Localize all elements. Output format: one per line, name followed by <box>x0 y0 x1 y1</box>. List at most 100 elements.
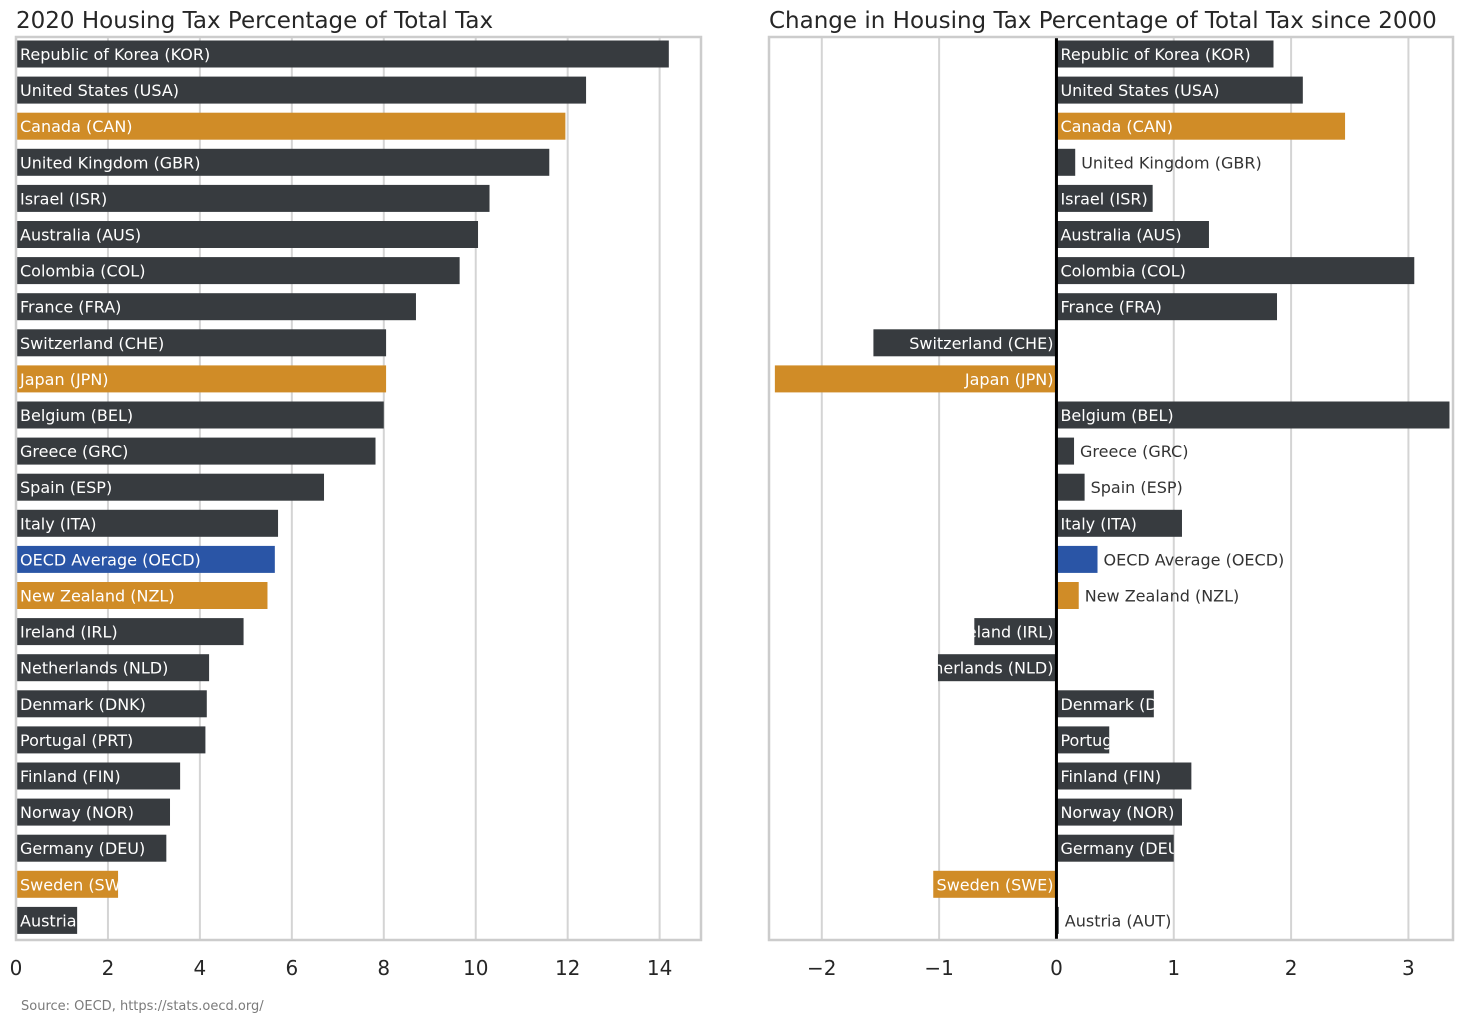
bar-label: Spain (ESP) <box>1091 478 1183 497</box>
bar-australia-aus <box>1056 221 1209 248</box>
bar-label: Switzerland (CHE) <box>20 334 164 353</box>
chart-title-housing-tax-change: Change in Housing Tax Percentage of Tota… <box>769 8 1437 34</box>
bar-label: New Zealand (NZL) <box>20 587 175 606</box>
bar-label: Norway (NOR) <box>1060 803 1174 822</box>
bar-australia-aus <box>16 221 479 248</box>
bar-label: Finland (FIN) <box>1060 767 1161 786</box>
bar-label: Canada (CAN) <box>1060 117 1173 136</box>
bar-label: Norway (NOR) <box>20 803 134 822</box>
bar-label: Finland (FIN) <box>20 767 121 786</box>
bar-label: Netherlands (NLD) <box>905 659 1053 678</box>
x-tick-label: 2 <box>102 956 115 980</box>
bar-italy-ita <box>16 509 279 537</box>
x-tick-label: 1 <box>1167 956 1180 980</box>
bar-label: Portugal (PRT) <box>1060 731 1173 750</box>
x-tick-label: 10 <box>463 956 488 980</box>
x-tick-label: −1 <box>924 956 953 980</box>
bar-label: Canada (CAN) <box>20 117 133 136</box>
bar-united-states-usa <box>1056 76 1303 104</box>
bar-sweden-swe <box>16 870 119 898</box>
bar-switzerland-che <box>873 329 1057 357</box>
bar-france-fra <box>16 293 416 321</box>
bar-norway-nor <box>1056 798 1182 826</box>
bar-label: Japan (JPN) <box>964 370 1054 389</box>
bar-austria-aut <box>16 906 78 934</box>
plot-frame <box>14 35 703 942</box>
x-tick-label: 12 <box>555 956 580 980</box>
x-tick-label: 6 <box>285 956 298 980</box>
bar-republic-of-korea-kor <box>16 40 669 68</box>
bar-israel-isr <box>1056 184 1153 212</box>
bar-label: Republic of Korea (KOR) <box>20 45 210 64</box>
bar-label: United States (USA) <box>1060 81 1219 100</box>
bar-label: France (FRA) <box>20 298 121 317</box>
bar-oecd-average-oecd <box>1056 545 1098 573</box>
bar-label: Italy (ITA) <box>20 514 96 533</box>
bar-belgium-bel <box>1056 401 1450 429</box>
bar-label: Israel (ISR) <box>20 189 107 208</box>
bar-new-zealand-nzl <box>16 582 268 609</box>
bar-label: Greece (GRC) <box>1080 442 1188 461</box>
bar-label: Australia (AUS) <box>1060 226 1181 245</box>
bar-label: Switzerland (CHE) <box>909 334 1053 353</box>
x-tick-label: 0 <box>1050 956 1063 980</box>
bar-label: Netherlands (NLD) <box>20 659 168 678</box>
source-note: Source: OECD, https://stats.oecd.org/ <box>21 999 264 1014</box>
bar-norway-nor <box>16 798 171 826</box>
bar-ireland-irl <box>974 618 1057 646</box>
bar-germany-deu <box>1056 834 1174 862</box>
bar-label: Austria (AUT) <box>1065 911 1172 930</box>
bar-canada-can <box>1056 112 1346 140</box>
bar-greece-grc <box>16 437 376 465</box>
bar-greece-grc <box>1056 437 1075 465</box>
housing-tax-2020-chart: Republic of Korea (KOR) United States (US… <box>10 8 703 980</box>
x-tick-label: 3 <box>1402 956 1415 980</box>
bar-label: OECD Average (OECD) <box>1104 550 1285 569</box>
bar-label: Sweden (SWE) <box>20 875 137 894</box>
bar-label: Israel (ISR) <box>1060 189 1147 208</box>
x-tick-label: 4 <box>194 956 207 980</box>
bar-label: Austria (AUT) <box>20 911 127 930</box>
bar-sweden-swe <box>933 870 1057 898</box>
bar-colombia-col <box>1056 257 1415 285</box>
bar-switzerland-che <box>16 329 387 357</box>
bar-oecd-average-oecd <box>16 545 275 573</box>
bar-united-states-usa <box>16 76 587 104</box>
bar-label: Colombia (COL) <box>1060 262 1185 281</box>
bar-finland-fin <box>1056 762 1192 790</box>
bar-label: United Kingdom (GBR) <box>20 153 200 172</box>
bar-republic-of-korea-kor <box>1056 40 1274 68</box>
bar-united-kingdom-gbr <box>1056 148 1076 176</box>
bar-colombia-col <box>16 257 460 285</box>
bar-label: France (FRA) <box>1060 298 1161 317</box>
bar-new-zealand-nzl <box>1056 582 1079 609</box>
bar-israel-isr <box>16 184 490 212</box>
bar-label: United States (USA) <box>20 81 179 100</box>
bar-label: Greece (GRC) <box>20 442 128 461</box>
bar-label: Denmark (DNK) <box>20 695 146 714</box>
bar-ireland-irl <box>16 618 244 646</box>
bar-label: Portugal (PRT) <box>20 731 133 750</box>
bar-denmark-dnk <box>16 690 207 718</box>
plot-frame <box>767 35 1455 942</box>
bar-belgium-bel <box>16 401 384 429</box>
bar-netherlands-nld <box>937 654 1057 682</box>
bar-label: Colombia (COL) <box>20 262 145 281</box>
bar-label: Japan (JPN) <box>19 370 109 389</box>
bar-spain-esp <box>16 473 325 501</box>
chart-title-housing-tax-2020: 2020 Housing Tax Percentage of Total Tax <box>16 8 493 34</box>
bar-label: Spain (ESP) <box>20 478 112 497</box>
bar-label: Belgium (BEL) <box>1060 406 1173 425</box>
bar-label: Italy (ITA) <box>1060 514 1136 533</box>
bar-denmark-dnk <box>1056 690 1154 718</box>
bar-canada-can <box>16 112 566 140</box>
x-tick-label: 0 <box>10 956 23 980</box>
bar-italy-ita <box>1056 509 1182 537</box>
bar-portugal-prt <box>16 726 206 754</box>
bar-label: Denmark (DNK) <box>1060 695 1186 714</box>
bar-label: Australia (AUS) <box>20 226 141 245</box>
x-tick-label: 14 <box>647 956 672 980</box>
bar-label: Republic of Korea (KOR) <box>1060 45 1250 64</box>
housing-tax-change-chart: Republic of Korea (KOR) United States (US… <box>767 8 1455 980</box>
